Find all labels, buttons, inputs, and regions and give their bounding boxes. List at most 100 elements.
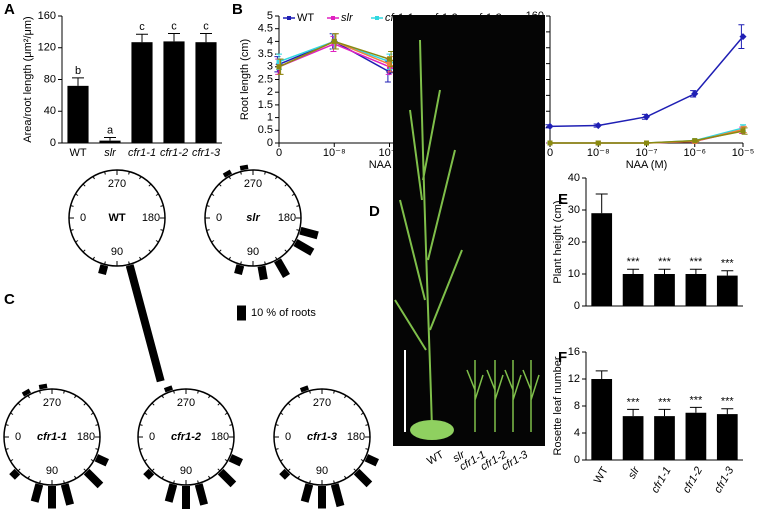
error-bar [627,408,640,417]
minor-tick [83,468,87,472]
y-tick-label: 16 [568,346,580,358]
polar-bar [217,468,237,488]
polar-bar [143,468,155,480]
panel-label: F [558,349,567,366]
significance-label: c [171,20,177,32]
bar [685,412,707,460]
marker [276,64,282,70]
angle-label: 90 [316,465,328,477]
y-tick-label: 120 [38,42,56,54]
polar-bar [98,264,109,276]
minor-tick [5,424,9,426]
angle-label: 180 [211,431,229,443]
minor-tick [280,459,284,462]
angle-label: 90 [180,465,192,477]
genotype-label: cfr1-1 [37,431,67,443]
genotype-label: WT [108,212,125,224]
polar-bar [163,385,173,393]
minor-tick [280,412,284,415]
significance-label: *** [721,258,735,270]
minor-tick [95,448,99,450]
polar-bar [125,264,165,383]
minor-tick [70,229,74,231]
polar-bar [94,454,109,467]
y-tick-label: 40 [44,105,56,117]
marker [546,122,554,130]
x-tick-label: 0 [547,147,553,159]
panel-label: B [232,1,243,18]
minor-tick [224,459,228,462]
minor-tick [139,176,142,180]
minor-tick [275,256,278,260]
marker [642,113,651,121]
marker [387,56,392,62]
bar [99,140,121,143]
panel-label: A [4,1,15,18]
minor-tick [333,390,335,394]
y-tick-label: 10 [568,268,580,280]
error-bar [658,268,671,274]
significance-label: c [139,21,145,33]
angle-label: 270 [244,178,262,190]
y-tick-label: 2 [267,86,273,98]
minor-tick [353,402,357,406]
minor-tick [90,412,94,415]
minor-tick [161,475,164,479]
minor-tick [344,475,347,479]
minor-tick [284,249,288,253]
photo [393,15,545,446]
significance-label: *** [658,256,672,268]
error-bar [658,408,671,417]
plant [504,360,522,432]
y-tick-label: 12 [568,373,580,385]
minor-tick [155,193,159,196]
minor-tick [104,261,106,265]
minor-tick [296,229,300,231]
significance-label: *** [721,396,735,408]
y-tick-label: 40 [568,172,580,184]
minor-tick [206,205,210,207]
minor-tick [275,424,279,426]
minor-tick [27,475,30,479]
bar [654,416,675,460]
bar [591,379,613,460]
polar-bar [194,483,208,506]
error-bar [595,193,608,214]
minor-tick [104,171,106,175]
minor-tick [39,390,41,394]
polar-bar [279,468,291,480]
minor-tick [82,249,86,253]
y-tick-label: 8 [574,400,580,412]
scale-label: 10 % of roots [251,307,316,319]
minor-tick [148,249,152,253]
error-bar [721,270,734,276]
plant [486,360,504,432]
polar-bar [274,258,290,279]
minor-tick [309,390,311,394]
minor-tick [139,448,143,450]
minor-tick [228,176,231,180]
x-tick-label: cfr1-3 [192,147,221,159]
minor-tick [197,390,199,394]
series-line [549,36,744,128]
marker [594,122,602,130]
angle-label: 180 [278,212,296,224]
bar [591,213,613,306]
minor-tick [217,402,221,406]
panel-label: E [558,191,568,208]
angle-label: 270 [43,397,61,409]
bar [716,275,738,306]
x-tick-label: 10⁻⁶ [683,147,706,159]
polar-bar [38,383,48,390]
polar-bar [21,388,31,397]
angle-label: 180 [77,431,95,443]
marker [547,140,553,146]
polar-bar [257,265,268,281]
error-bar [168,32,180,42]
polar-bar [239,164,249,171]
significance-label: a [107,124,114,136]
angle-label: 0 [216,212,222,224]
minor-tick [218,183,222,187]
polar-bar [293,239,315,256]
scale-box [237,305,246,321]
